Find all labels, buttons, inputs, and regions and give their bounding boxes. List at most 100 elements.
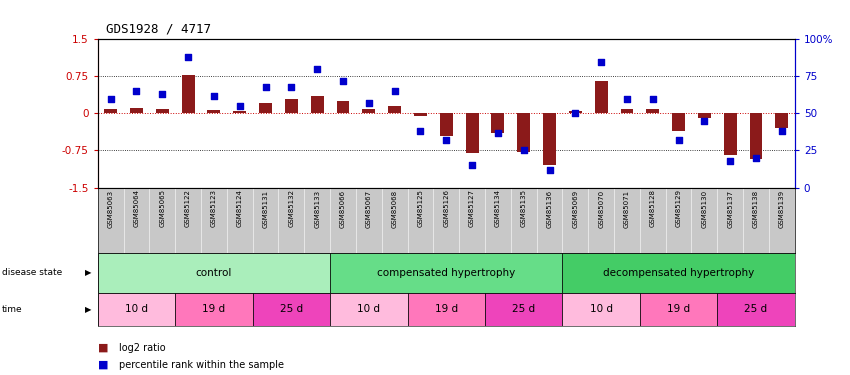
Point <box>672 137 685 143</box>
Text: GSM85066: GSM85066 <box>340 189 346 228</box>
Bar <box>750 113 762 159</box>
Text: GSM85125: GSM85125 <box>417 189 423 227</box>
Bar <box>595 81 608 113</box>
Text: GSM85127: GSM85127 <box>469 189 475 228</box>
Bar <box>330 253 563 292</box>
Text: GSM85136: GSM85136 <box>547 189 553 228</box>
Text: GSM85123: GSM85123 <box>211 189 217 228</box>
Text: ▶: ▶ <box>85 268 92 278</box>
Text: 10 d: 10 d <box>125 304 148 314</box>
Text: GSM85134: GSM85134 <box>495 189 501 228</box>
Bar <box>640 292 717 326</box>
Point <box>465 162 479 168</box>
Text: GSM85131: GSM85131 <box>263 189 269 228</box>
Point <box>414 128 428 134</box>
Text: GSM85070: GSM85070 <box>598 189 604 228</box>
Point <box>749 155 762 161</box>
Text: 25 d: 25 d <box>745 304 768 314</box>
Point <box>517 147 530 153</box>
Text: GSM85064: GSM85064 <box>133 189 139 228</box>
Point <box>594 58 608 64</box>
Bar <box>563 253 795 292</box>
Point <box>569 110 582 116</box>
Bar <box>543 113 556 165</box>
Text: 19 d: 19 d <box>667 304 690 314</box>
Bar <box>672 113 685 131</box>
Point <box>258 84 272 90</box>
Point <box>285 84 298 90</box>
Bar <box>388 106 401 113</box>
Bar <box>105 110 117 113</box>
Bar <box>175 292 252 326</box>
Text: log2 ratio: log2 ratio <box>119 343 166 353</box>
Text: GSM85135: GSM85135 <box>521 189 527 228</box>
Bar <box>466 113 479 153</box>
Text: GSM85071: GSM85071 <box>624 189 630 228</box>
Bar <box>252 292 330 326</box>
Bar <box>337 101 349 113</box>
Text: ■: ■ <box>98 360 108 369</box>
Bar <box>98 292 175 326</box>
Text: GSM85137: GSM85137 <box>728 189 734 228</box>
Point <box>104 96 117 102</box>
Point <box>388 88 401 94</box>
Text: compensated hypertrophy: compensated hypertrophy <box>377 268 515 278</box>
Bar <box>698 113 711 118</box>
Bar <box>182 75 195 113</box>
Point <box>337 78 350 84</box>
Point <box>646 96 660 102</box>
Point <box>362 100 376 106</box>
Bar <box>414 113 427 116</box>
Bar <box>723 113 737 155</box>
Bar <box>439 113 453 136</box>
Bar <box>646 110 660 113</box>
Point <box>207 93 221 99</box>
Point <box>491 130 505 136</box>
Text: GSM85122: GSM85122 <box>185 189 191 227</box>
Point <box>130 88 144 94</box>
Bar <box>717 292 795 326</box>
Text: time: time <box>2 305 22 314</box>
Point <box>310 66 324 72</box>
Bar <box>569 111 581 113</box>
Bar <box>311 96 324 113</box>
Bar <box>233 111 246 113</box>
Text: control: control <box>196 268 232 278</box>
Bar <box>518 113 530 152</box>
Point <box>156 91 169 97</box>
Text: GSM85138: GSM85138 <box>753 189 759 228</box>
Point <box>620 96 634 102</box>
Text: GSM85126: GSM85126 <box>443 189 450 228</box>
Text: 25 d: 25 d <box>513 304 536 314</box>
Text: 19 d: 19 d <box>434 304 458 314</box>
Text: GSM85133: GSM85133 <box>314 189 320 228</box>
Text: GSM85065: GSM85065 <box>159 189 165 228</box>
Bar <box>130 108 143 113</box>
Text: 10 d: 10 d <box>357 304 380 314</box>
Text: percentile rank within the sample: percentile rank within the sample <box>119 360 284 369</box>
Point <box>698 118 711 124</box>
Bar <box>563 292 640 326</box>
Text: disease state: disease state <box>2 268 62 278</box>
Bar <box>485 292 563 326</box>
Point <box>723 158 737 164</box>
Bar <box>491 113 504 133</box>
Point <box>542 167 556 173</box>
Text: GSM85067: GSM85067 <box>366 189 371 228</box>
Bar <box>407 292 485 326</box>
Text: ■: ■ <box>98 343 108 353</box>
Bar <box>98 253 330 292</box>
Bar <box>775 113 788 128</box>
Text: decompensated hypertrophy: decompensated hypertrophy <box>603 268 754 278</box>
Text: 19 d: 19 d <box>202 304 225 314</box>
Bar <box>259 103 272 113</box>
Bar <box>207 110 220 113</box>
Text: GSM85130: GSM85130 <box>701 189 707 228</box>
Bar <box>362 110 375 113</box>
Text: GSM85124: GSM85124 <box>237 189 243 227</box>
Text: GSM85139: GSM85139 <box>779 189 785 228</box>
Bar <box>620 108 633 113</box>
Point <box>439 137 453 143</box>
Point <box>181 54 195 60</box>
Bar <box>285 99 297 113</box>
